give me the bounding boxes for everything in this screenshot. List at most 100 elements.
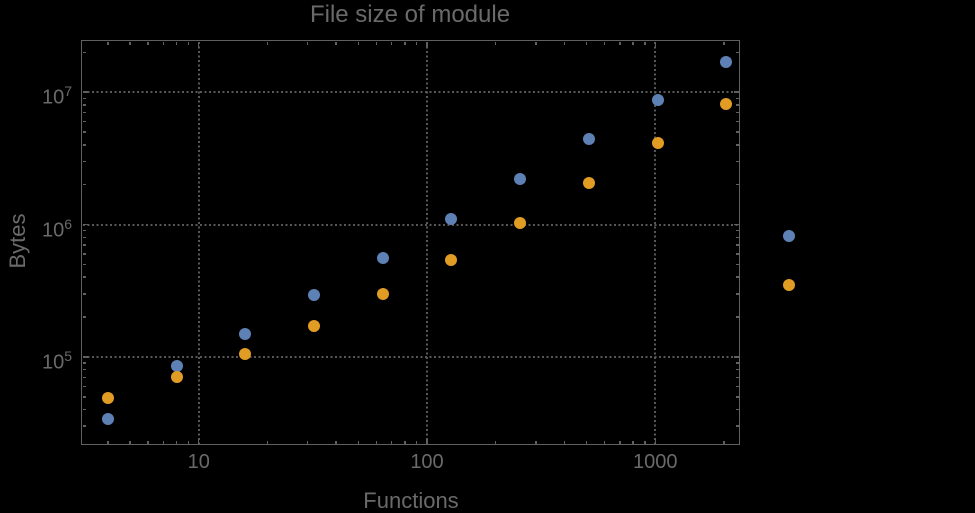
data-point-series-2-orange	[514, 216, 527, 229]
y-tick-left	[82, 223, 88, 226]
x-tick-bottom	[187, 440, 190, 444]
data-point-series-2-orange	[376, 287, 389, 300]
x-tick-top	[654, 41, 657, 47]
data-point-series-1-blue	[514, 173, 527, 186]
data-point-series-1-blue	[376, 251, 389, 264]
y-tick-left	[82, 160, 86, 163]
x-tick-label-100: 100	[410, 451, 444, 473]
data-point-series-2-orange	[101, 391, 114, 404]
x-tick-top	[585, 41, 588, 45]
x-tick-bottom	[306, 440, 309, 444]
y-tick-left	[82, 293, 86, 295]
x-tick-bottom	[632, 440, 634, 444]
x-tick-bottom	[535, 440, 537, 444]
data-point-series-2-orange	[782, 278, 795, 291]
x-tick-bottom	[107, 440, 109, 444]
x-tick-bottom	[162, 440, 165, 444]
y-tick-left	[82, 425, 86, 427]
gridline-x-100	[426, 41, 428, 444]
x-tick-top	[197, 41, 200, 47]
data-point-series-1-blue	[101, 412, 114, 425]
y-tick-right	[735, 111, 739, 114]
x-tick-top	[187, 41, 190, 45]
x-tick-top	[266, 41, 269, 45]
x-tick-top	[306, 41, 309, 45]
y-tick-left	[82, 236, 86, 239]
x-tick-top	[632, 41, 634, 45]
gridline-x-10	[197, 41, 200, 444]
y-tick-right	[735, 144, 739, 146]
x-tick-bottom	[129, 440, 131, 444]
y-tick-left	[82, 183, 86, 186]
x-tick-bottom	[494, 440, 497, 444]
gridline-y-10e7	[82, 91, 739, 94]
x-tick-top	[375, 41, 378, 45]
data-point-series-2-orange	[720, 98, 733, 111]
x-tick-bottom	[175, 440, 178, 444]
y-tick-left	[82, 131, 86, 133]
y-tick-right	[735, 120, 739, 123]
x-tick-top	[494, 41, 497, 45]
y-tick-right	[735, 425, 739, 427]
y-tick-right	[735, 160, 739, 163]
y-tick-left	[82, 408, 86, 411]
y-tick-left	[82, 111, 86, 114]
x-axis-label: Functions	[363, 488, 459, 513]
y-tick-left	[82, 229, 86, 232]
gridline-y-10e6	[82, 223, 739, 226]
y-tick-right	[735, 362, 739, 364]
x-tick-top	[162, 41, 165, 45]
y-tick-left	[82, 120, 86, 123]
y-tick-left	[82, 385, 86, 388]
data-point-series-1-blue	[582, 133, 595, 146]
data-point-series-2-orange	[170, 371, 183, 384]
x-tick-bottom	[404, 440, 406, 444]
x-tick-top	[644, 41, 646, 45]
data-point-series-1-blue	[720, 55, 733, 68]
data-point-series-1-blue	[651, 93, 664, 106]
x-tick-bottom	[375, 440, 378, 444]
data-point-series-1-blue	[239, 327, 252, 340]
y-tick-left	[82, 51, 86, 54]
x-tick-bottom	[266, 440, 269, 444]
y-tick-right	[735, 97, 739, 99]
x-tick-top	[415, 41, 418, 45]
y-tick-right	[735, 408, 739, 411]
x-tick-bottom	[603, 440, 606, 444]
y-tick-right	[735, 236, 739, 239]
y-tick-right	[735, 253, 739, 255]
y-tick-left	[82, 104, 86, 106]
x-tick-top	[723, 41, 725, 45]
y-tick-right	[735, 376, 739, 379]
y-tick-right	[735, 131, 739, 133]
x-tick-top	[404, 41, 406, 45]
x-tick-bottom	[426, 438, 428, 444]
y-tick-right	[735, 276, 739, 278]
x-tick-top	[563, 41, 566, 45]
data-point-series-2-orange	[582, 177, 595, 190]
y-tick-right	[735, 51, 739, 54]
y-tick-right	[733, 356, 739, 358]
x-tick-top	[335, 41, 337, 45]
y-tick-right	[735, 385, 739, 388]
x-tick-top	[175, 41, 178, 45]
x-tick-bottom	[357, 440, 360, 444]
y-tick-right	[735, 263, 739, 266]
y-tick-left	[82, 368, 86, 371]
x-tick-bottom	[563, 440, 566, 444]
y-tick-left	[82, 276, 86, 278]
y-tick-left	[82, 91, 88, 93]
y-tick-left	[82, 244, 86, 246]
y-tick-left	[82, 97, 86, 99]
gridline-x-1000	[654, 41, 657, 444]
x-tick-top	[390, 41, 393, 45]
x-tick-bottom	[415, 440, 418, 444]
y-tick-right	[735, 396, 739, 398]
plot-frame	[81, 40, 740, 445]
data-point-series-2-orange	[308, 320, 321, 333]
data-point-series-1-blue	[445, 213, 458, 226]
data-point-series-1-blue	[782, 229, 795, 242]
y-tick-left	[82, 316, 86, 318]
y-tick-left	[82, 263, 86, 266]
